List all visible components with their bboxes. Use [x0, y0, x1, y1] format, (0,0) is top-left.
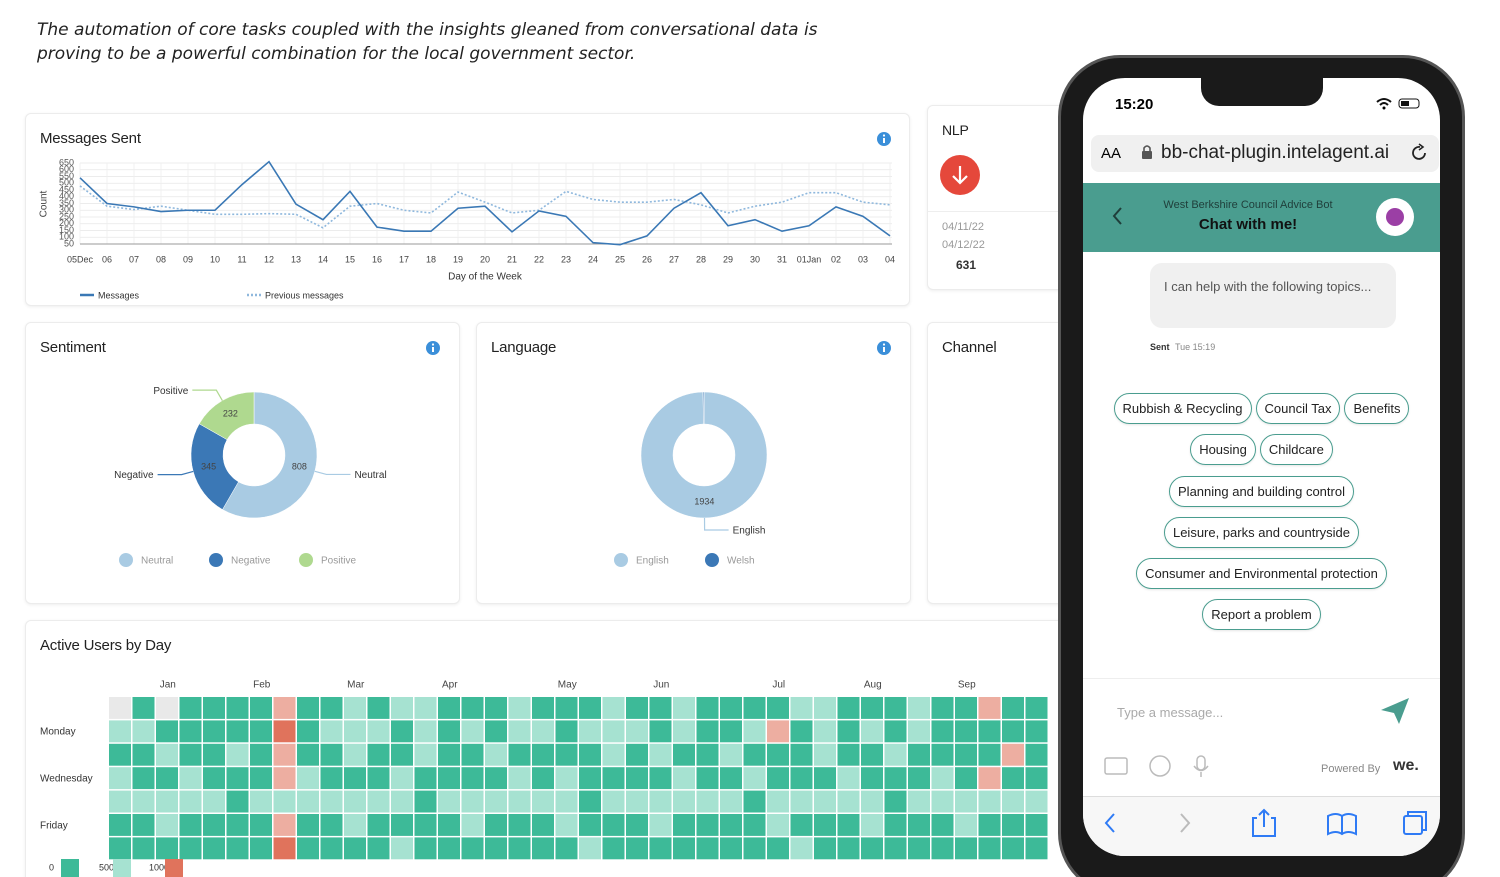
- topic-button[interactable]: Consumer and Environmental protection: [1136, 558, 1387, 589]
- lock-icon: [1142, 145, 1152, 159]
- sent-time: Tue 15:19: [1175, 342, 1216, 352]
- powered-by: Powered By: [1321, 763, 1381, 775]
- topic-button[interactable]: Planning and building control: [1169, 476, 1354, 507]
- topic-button[interactable]: Benefits: [1344, 393, 1410, 424]
- input-icons: [1104, 755, 1209, 777]
- active-users-card: Active Users by Day: [25, 620, 1105, 877]
- topic-button[interactable]: Council Tax: [1255, 393, 1341, 424]
- topic-row: Consumer and Environmental protection: [1083, 558, 1440, 589]
- url[interactable]: bb-chat-plugin.intelagent.ai: [1161, 142, 1390, 163]
- topic-row: Report a problem: [1083, 599, 1440, 630]
- card-title: Language: [491, 339, 557, 356]
- sent-label: Sent: [1150, 342, 1170, 352]
- reload-icon[interactable]: [1410, 143, 1430, 163]
- sentiment-card: Sentiment: [25, 322, 460, 604]
- topic-row: Housing Childcare: [1083, 434, 1440, 465]
- back-icon[interactable]: [1111, 206, 1125, 226]
- topic-row: Leisure, parks and countryside: [1083, 517, 1440, 548]
- topic-button[interactable]: Childcare: [1259, 434, 1333, 465]
- chat-header-title: Chat with me!: [1198, 216, 1298, 233]
- phone: 15:20 AA bb-chat-plugin.intelagent.ai We…: [1058, 55, 1465, 877]
- card-title: Channel: [942, 339, 997, 356]
- avatar: [1376, 198, 1414, 236]
- card-title: NLP: [942, 122, 969, 138]
- topic-button[interactable]: Housing: [1190, 434, 1256, 465]
- topic-button[interactable]: Rubbish & Recycling: [1113, 393, 1252, 424]
- topic-button[interactable]: Leisure, parks and countryside: [1163, 517, 1360, 548]
- divider: [928, 211, 1088, 212]
- message-input[interactable]: Type a message...: [1117, 705, 1224, 720]
- topic-button[interactable]: Report a problem: [1202, 599, 1321, 630]
- bot-name: West Berkshire Council Advice Bot: [1163, 199, 1333, 211]
- date: 04/12/22: [942, 239, 985, 251]
- message-bubble: [1150, 263, 1396, 328]
- count: 631: [956, 258, 977, 272]
- card-title: Active Users by Day: [40, 637, 172, 654]
- phone-screen: 15:20 AA bb-chat-plugin.intelagent.ai We…: [1083, 78, 1440, 856]
- status-icons: [1376, 98, 1420, 110]
- browser-toolbar: [1083, 796, 1440, 856]
- text-size[interactable]: AA: [1101, 145, 1122, 162]
- topic-row: Planning and building control: [1083, 476, 1440, 507]
- message-text: I can help with the following topics...: [1164, 279, 1372, 294]
- status-time: 15:20: [1115, 96, 1154, 113]
- messages-card: Messages Sent: [25, 113, 910, 306]
- card-title: Messages Sent: [40, 130, 141, 147]
- topic-row: Rubbish & Recycling Council Tax Benefits: [1083, 393, 1440, 424]
- brand: we.: [1393, 757, 1419, 774]
- caption: The automation of core tasks coupled wit…: [37, 20, 818, 64]
- toolbar-icons[interactable]: [1083, 806, 1440, 840]
- notch: [1201, 78, 1323, 106]
- card-title: Sentiment: [40, 339, 106, 356]
- divider: [1083, 678, 1440, 679]
- date: 04/11/22: [942, 221, 985, 233]
- send-icon[interactable]: [1379, 696, 1411, 726]
- language-card: Language: [476, 322, 911, 604]
